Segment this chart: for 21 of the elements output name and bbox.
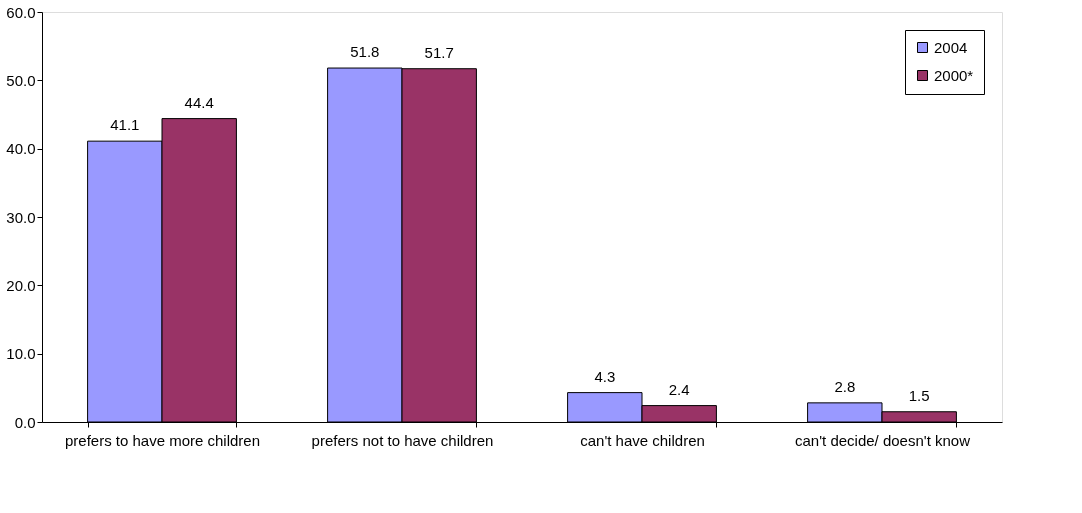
data-label: 1.5 (908, 386, 930, 404)
x-tick-label: can't have children (580, 431, 705, 449)
y-tick-label: 10.0 (6, 345, 36, 363)
y-tick-label: 20.0 (6, 276, 36, 294)
y-tick-label: 0.0 (14, 413, 36, 431)
legend-label: 2004 (934, 38, 968, 56)
data-label: 41.1 (110, 116, 140, 134)
legend-label: 2000* (934, 66, 974, 84)
data-label: 51.7 (424, 43, 454, 61)
y-tick-label: 60.0 (6, 3, 36, 21)
x-tick-label: prefers to have more children (64, 431, 261, 449)
data-label: 2.8 (834, 377, 856, 395)
data-label: 4.3 (594, 367, 616, 385)
x-tick-label: can't decide/ doesn't know (794, 431, 971, 449)
y-tick-label: 40.0 (6, 140, 36, 158)
data-label: 2.4 (668, 380, 690, 398)
y-tick-label: 30.0 (6, 208, 36, 226)
x-tick-label: prefers not to have children (311, 431, 494, 449)
data-label: 51.8 (350, 43, 380, 61)
data-label: 44.4 (184, 93, 214, 111)
y-tick-label: 50.0 (6, 71, 36, 89)
